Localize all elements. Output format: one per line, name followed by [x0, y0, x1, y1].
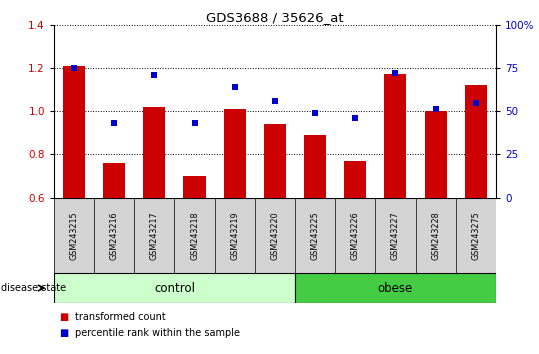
Bar: [103, 163, 125, 198]
Point: [472, 100, 480, 105]
Text: GSM243217: GSM243217: [150, 211, 159, 260]
Text: GSM243228: GSM243228: [431, 211, 440, 260]
Bar: [264, 124, 286, 198]
Bar: [304, 135, 326, 198]
Text: GSM243226: GSM243226: [351, 211, 360, 260]
Text: GSM243218: GSM243218: [190, 211, 199, 259]
Title: GDS3688 / 35626_at: GDS3688 / 35626_at: [206, 11, 344, 24]
Text: GSM243219: GSM243219: [230, 211, 239, 260]
Point: [150, 72, 158, 78]
Point: [271, 98, 279, 104]
Point: [351, 115, 360, 121]
Text: disease state: disease state: [1, 283, 66, 293]
Point: [110, 120, 119, 126]
Bar: [54, 273, 295, 303]
Text: GSM243215: GSM243215: [70, 211, 79, 260]
Text: control: control: [154, 281, 195, 295]
Point: [431, 107, 440, 112]
Text: GSM243275: GSM243275: [471, 211, 480, 260]
Bar: [425, 111, 447, 198]
Bar: [224, 109, 246, 198]
Text: GSM243227: GSM243227: [391, 211, 400, 260]
Bar: [63, 66, 85, 198]
Text: ■: ■: [59, 312, 68, 322]
Text: obese: obese: [378, 281, 413, 295]
Bar: [384, 74, 406, 198]
Bar: [295, 273, 496, 303]
Text: ■: ■: [59, 328, 68, 338]
Text: percentile rank within the sample: percentile rank within the sample: [75, 328, 240, 338]
Text: GSM243220: GSM243220: [271, 211, 279, 260]
Point: [391, 70, 400, 76]
Bar: [465, 85, 487, 198]
Bar: [183, 176, 205, 198]
Point: [230, 84, 239, 90]
Point: [311, 110, 320, 116]
Text: GSM243225: GSM243225: [310, 211, 320, 260]
Point: [70, 65, 78, 71]
Text: transformed count: transformed count: [75, 312, 166, 322]
Text: GSM243216: GSM243216: [109, 211, 119, 259]
Bar: [344, 161, 367, 198]
Bar: [143, 107, 165, 198]
Point: [190, 120, 199, 126]
